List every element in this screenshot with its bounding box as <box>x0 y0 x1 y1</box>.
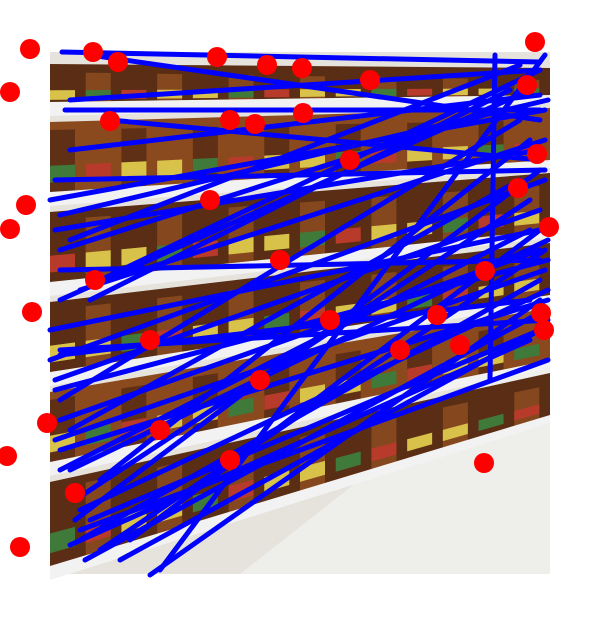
bottle <box>85 128 111 194</box>
overlay-point <box>150 420 170 440</box>
overlay-point <box>200 190 220 210</box>
bottle-label <box>407 88 433 96</box>
overlay-line <box>57 257 543 273</box>
bottle-label <box>371 370 397 389</box>
shelf-edge <box>50 415 550 580</box>
bottle-label <box>121 161 147 179</box>
overlay-line <box>59 49 543 65</box>
overlay-lines <box>47 49 551 578</box>
overlay-point <box>257 55 277 75</box>
overlay-point <box>534 320 554 340</box>
overlay-point <box>108 52 128 72</box>
overlay-point <box>85 270 105 290</box>
overlay-point <box>517 75 537 95</box>
bottle-label <box>371 442 397 462</box>
overlay-point <box>293 103 313 123</box>
bottle-label <box>192 489 218 513</box>
overlay-point <box>0 219 20 239</box>
overlay-point <box>450 335 470 355</box>
overlay-line <box>47 107 548 203</box>
overlay-point <box>340 150 360 170</box>
bottle-label <box>407 432 433 452</box>
bottle-label <box>442 423 468 442</box>
overlay-line <box>52 257 551 393</box>
bottle-label <box>514 404 540 421</box>
overlay-point <box>220 110 240 130</box>
overlay-line <box>57 227 533 473</box>
overlay-point <box>220 450 240 470</box>
overlay-point <box>474 453 494 473</box>
bottle-label <box>300 89 325 97</box>
overlay-point <box>390 340 410 360</box>
bottle-label <box>85 250 111 269</box>
overlay-point <box>292 58 312 78</box>
overlay-line <box>87 327 543 523</box>
overlay-line <box>87 87 513 303</box>
overlay-point <box>320 310 340 330</box>
bottle <box>50 129 75 196</box>
bottle <box>50 307 75 376</box>
bottle-label <box>264 89 290 98</box>
overlay-line <box>147 297 543 578</box>
bottle-label <box>50 90 75 100</box>
overlay-line <box>52 167 548 183</box>
overlay-point <box>37 413 57 433</box>
overlay-point <box>527 144 547 164</box>
overlay-point <box>427 305 447 325</box>
overlay-point <box>508 178 528 198</box>
bottle-label <box>335 451 361 472</box>
bottle <box>121 73 147 105</box>
bottle-label <box>85 162 111 181</box>
overlay-line <box>67 337 533 548</box>
bottle-label <box>478 413 504 431</box>
overlay-point <box>525 32 545 52</box>
overlay-point <box>250 370 270 390</box>
overlay-line <box>107 117 543 163</box>
overlay-point <box>100 111 120 131</box>
overlay-line <box>57 317 551 353</box>
overlay-point <box>475 261 495 281</box>
overlay-point <box>531 303 551 323</box>
overlay-line <box>47 227 543 333</box>
bottle <box>157 73 183 104</box>
overlay-points <box>0 32 559 557</box>
overlay-line <box>52 267 548 443</box>
overlay-point <box>0 446 17 466</box>
bottle-label <box>264 233 290 251</box>
bottle-label <box>157 159 183 177</box>
overlay-point <box>245 114 265 134</box>
overlay-point <box>360 70 380 90</box>
overlay-line <box>67 177 523 433</box>
overlay-line <box>67 237 551 473</box>
overlay-point <box>10 537 30 557</box>
overlay-point <box>16 195 36 215</box>
overlay-point <box>207 47 227 67</box>
overlay-point <box>539 217 559 237</box>
overlay-point <box>270 250 290 270</box>
bottle-label <box>514 344 540 361</box>
overlay-point <box>0 82 20 102</box>
bottle <box>407 77 433 99</box>
overlay-point <box>83 42 103 62</box>
overlay-point <box>65 483 85 503</box>
overlay-line <box>77 357 551 533</box>
bottle-label <box>335 227 361 244</box>
overlay-point <box>20 39 40 59</box>
overlay-point <box>140 330 160 350</box>
overlay-line <box>67 62 523 243</box>
overlay-point <box>22 302 42 322</box>
